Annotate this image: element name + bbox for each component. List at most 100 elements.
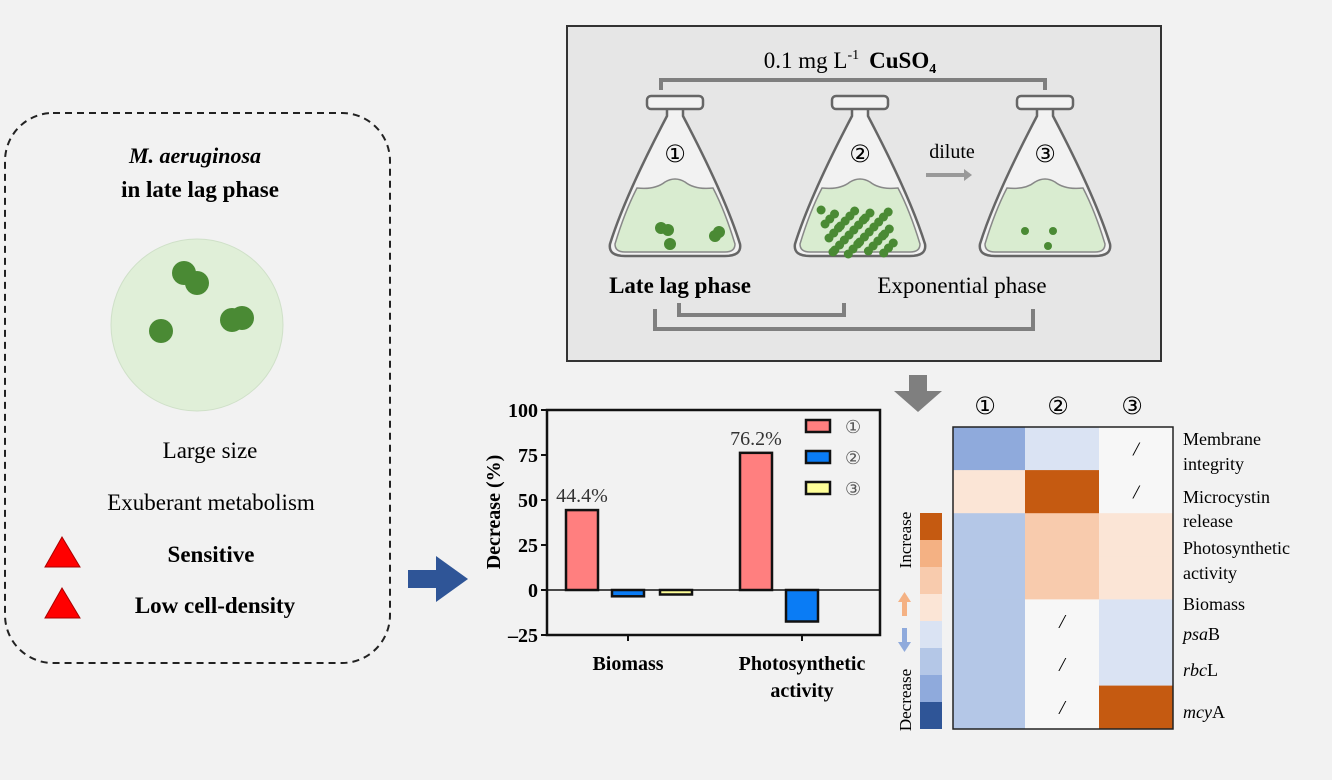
- heatmap-row-label: activity: [1183, 563, 1237, 583]
- arrow-right-icon: [408, 556, 468, 602]
- heatmap-cell: [953, 427, 1025, 471]
- cell-dot: [834, 223, 843, 233]
- na-mark: /: [1058, 697, 1067, 719]
- cell-dot: [662, 224, 674, 236]
- flask-3-icon: ③: [978, 94, 1112, 258]
- y-tick-label: 0: [528, 580, 538, 602]
- heatmap-column-label: ②: [1047, 392, 1069, 420]
- arrow-down-icon: [894, 375, 942, 412]
- y-tick-label: –25: [507, 625, 538, 647]
- x-tick-label: activity: [770, 680, 833, 702]
- bar-1-biomass: [564, 508, 600, 592]
- heatmap-row-label: mcyA: [1183, 702, 1225, 722]
- heatmap-row-label: Photosynthetic: [1183, 538, 1290, 558]
- heatmap-frame: [952, 426, 1174, 730]
- y-tick-label: 75: [518, 445, 538, 467]
- y-tick-label: 25: [518, 535, 538, 557]
- y-tick-label: 100: [508, 400, 538, 422]
- flask-lip: [830, 94, 890, 111]
- treatment-label: 0.1 mg L-1 CuSO4: [764, 48, 936, 77]
- cell-dot: [850, 206, 860, 216]
- dashed-border: [4, 112, 391, 664]
- na-mark: /: [1132, 439, 1141, 461]
- heatmap-cell: [1099, 599, 1173, 643]
- heatmap-row-label: psaB: [1181, 624, 1220, 644]
- arrow-up-icon: [898, 592, 911, 616]
- scale-decrease-label: Decrease: [896, 669, 915, 731]
- scale-swatch: [920, 621, 942, 648]
- flask-lip: [645, 94, 705, 111]
- scale-swatch: [920, 567, 942, 594]
- flag-sensitive: Sensitive: [168, 542, 255, 567]
- cell-dot: [883, 207, 893, 217]
- cell-dot: [1021, 227, 1029, 235]
- scale-swatch: [920, 513, 942, 540]
- legend-label: ①: [845, 417, 861, 438]
- heatmap-cell: [953, 685, 1025, 730]
- flask-2-icon: ②: [793, 94, 927, 259]
- heatmap-cell: [1025, 513, 1099, 557]
- cell-dot: [884, 224, 894, 234]
- y-axis-label: Decrease (%): [483, 455, 505, 570]
- cell-dot: [878, 231, 888, 241]
- flask-lip: [1015, 94, 1075, 111]
- scale-swatch: [920, 594, 942, 621]
- medium: [614, 178, 736, 253]
- trait-metabolism: Exuberant metabolism: [107, 490, 315, 515]
- flask-number: ①: [664, 140, 686, 168]
- na-mark: /: [1132, 482, 1141, 504]
- flag-low-density: Low cell-density: [135, 593, 296, 618]
- cell-dot: [664, 238, 676, 250]
- medium: [984, 178, 1106, 253]
- experiment-panel: 0.1 mg L-1 CuSO4 ① ② ③ dilute Late lag phas…: [566, 25, 1162, 362]
- y-tick-label: 50: [518, 490, 538, 512]
- heatmap-column-label: ①: [974, 392, 996, 420]
- flask-1-icon: ①: [608, 94, 742, 258]
- heatmap-cell: [953, 513, 1025, 557]
- dilute-label: dilute: [929, 141, 975, 163]
- scale-swatch: [920, 675, 942, 702]
- scale-swatch: [920, 648, 942, 675]
- bar-chart: Decrease (%) 100 75 50 25 0 –25 44.4% 76.2% Bi…: [483, 400, 882, 702]
- arrow-down-icon: [898, 628, 911, 652]
- legend-swatch: [804, 449, 832, 465]
- scale-swatch: [920, 540, 942, 567]
- heatmap-row-label: rbcL: [1183, 660, 1218, 680]
- heatmap-cell: [1099, 556, 1173, 600]
- heatmap-cell: [1099, 642, 1173, 687]
- x-tick-label: Photosynthetic: [739, 653, 866, 675]
- na-mark: /: [1058, 654, 1067, 676]
- legend-swatch: [804, 418, 832, 434]
- heatmap-cell: [1025, 556, 1099, 600]
- cell-dot: [713, 226, 725, 238]
- legend-label: ②: [845, 448, 861, 469]
- heatmap-row-label: integrity: [1183, 454, 1244, 474]
- heatmap-row-label: Membrane: [1183, 429, 1261, 449]
- cell-dot: [816, 205, 826, 215]
- phase-title: in late lag phase: [121, 177, 279, 202]
- heatmap-cell: [953, 556, 1025, 600]
- cell-clusters-icon: [149, 261, 254, 343]
- heatmap-cell: [953, 470, 1025, 514]
- treatment-bracket: [659, 78, 1047, 90]
- cell-dish-icon: [110, 238, 284, 412]
- exponential-phase-label: Exponential phase: [877, 273, 1046, 298]
- heatmap-cell: [1025, 470, 1099, 514]
- heatmap-column-label: ③: [1121, 392, 1143, 420]
- heatmap-cell: [953, 642, 1025, 687]
- bar-2-biomass: [610, 588, 646, 598]
- dilute-arrow-icon: [926, 169, 972, 181]
- plot-frame: [545, 408, 882, 637]
- cell-dot: [888, 238, 898, 248]
- trait-large-size: Large size: [163, 438, 258, 463]
- cell-dot: [1049, 227, 1057, 235]
- species-title: M. aeruginosa: [128, 143, 261, 168]
- bar-2-photosynthetic-activity: [784, 588, 820, 623]
- heatmap-row-label: Biomass: [1183, 594, 1245, 614]
- legend-label: ③: [845, 479, 861, 500]
- heatmap-cell-na: [1025, 685, 1099, 730]
- cell-dot: [828, 247, 838, 257]
- triangle-up-icon: [44, 536, 81, 568]
